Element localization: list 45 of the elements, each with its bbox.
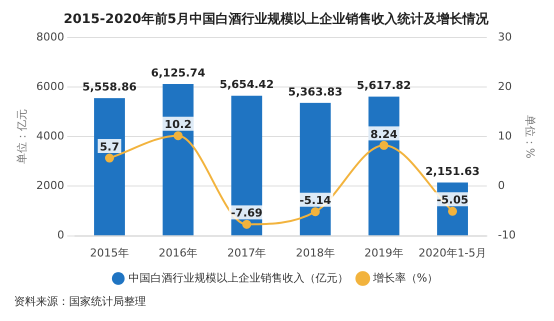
y2-tick-label: 20: [498, 80, 512, 94]
bar: [162, 84, 194, 236]
y-tick-label: 0: [57, 228, 64, 242]
chart-title: 2015-2020年前5月中国白酒行业规模以上企业销售收入统计及增长情况: [64, 11, 490, 28]
y-tick-label: 8000: [36, 30, 64, 44]
y-axis-title: 单位：亿元: [15, 109, 28, 164]
legend-label: 中国白酒行业规模以上企业销售收入（亿元）: [128, 271, 348, 284]
text: 资料来源：国家统计局整理: [14, 294, 147, 309]
data-label: 5,558.86: [82, 80, 137, 94]
y-tick-label: 4000: [36, 130, 64, 143]
data-label: 6,125.74: [150, 66, 206, 80]
x-tick-label: 2017年: [227, 246, 266, 260]
y2-tick-label: -10: [498, 228, 516, 242]
point: [448, 206, 458, 216]
point: [105, 154, 114, 163]
data-label: -7.69: [230, 206, 263, 220]
data-label: 2,151.63: [425, 164, 480, 178]
data-label: 5.7: [100, 140, 120, 154]
point: [379, 140, 388, 150]
x-tick-label: 2019年: [364, 246, 404, 260]
x-tick-label: 2020年1-5月: [418, 246, 487, 260]
data-label: -5.14: [299, 194, 332, 208]
data-label: 10.2: [164, 118, 192, 132]
y-tick-label: 2000: [36, 179, 64, 192]
data-label: 5,617.82: [356, 78, 412, 92]
bar: [231, 96, 262, 236]
x-tick-label: 2018年: [296, 246, 335, 260]
y2-tick-label: 0: [498, 179, 505, 192]
bar: [94, 98, 125, 236]
y2-tick-label: 10: [498, 130, 512, 143]
point: [174, 131, 183, 140]
y2-axis-title: 单位：%: [524, 114, 537, 158]
bar: [368, 96, 400, 236]
y-tick-label: 6000: [36, 80, 64, 94]
x-tick-label: 2015年: [90, 246, 129, 260]
legend-label: 增长率（%）: [372, 271, 438, 284]
data-label: -5.05: [436, 194, 468, 207]
bar: [300, 102, 331, 236]
x-tick-label: 2016年: [158, 246, 198, 260]
point: [242, 220, 252, 229]
point: [310, 207, 320, 216]
data-label: 8.24: [370, 128, 398, 141]
data-label: 5,654.42: [220, 78, 274, 92]
y2-tick-label: 30: [498, 30, 512, 44]
data-label: 5,363.83: [288, 85, 342, 98]
